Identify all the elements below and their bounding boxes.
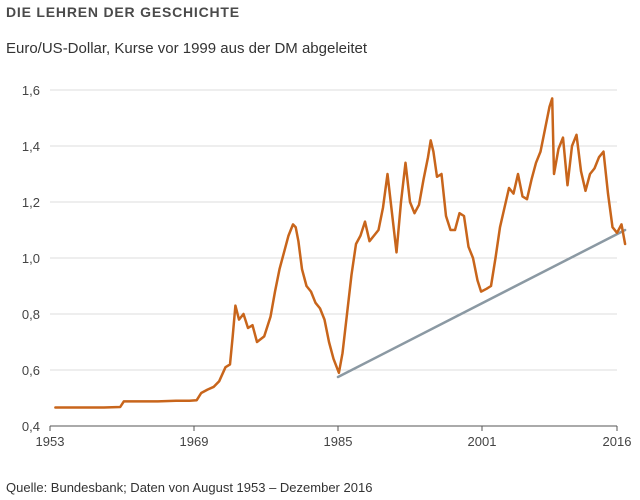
x-tick-label: 1985 [324, 434, 353, 449]
y-axis-ticks: 0,4 0,6 0,8 1,0 1,2 1,4 1,6 [22, 83, 40, 434]
y-tick-label: 1,6 [22, 83, 40, 98]
line-chart: 0,4 0,6 0,8 1,0 1,2 1,4 1,6 1953 1969 1985 2001 20… [22, 83, 632, 449]
y-tick-label: 1,0 [22, 251, 40, 266]
chart-title: DIE LEHREN DER GESCHICHTE [6, 4, 240, 20]
y-tick-label: 0,4 [22, 419, 40, 434]
x-tick-label: 2001 [468, 434, 497, 449]
y-tick-label: 1,2 [22, 195, 40, 210]
trend-line [336, 228, 627, 379]
chart-subtitle: Euro/US-Dollar, Kurse vor 1999 aus der D… [6, 40, 368, 57]
x-tick-label: 1953 [36, 434, 65, 449]
x-tick-label: 2016 [603, 434, 632, 449]
series-line-eur-usd [54, 97, 627, 409]
series-layer [54, 97, 627, 409]
y-tick-label: 0,8 [22, 307, 40, 322]
source-note: Quelle: Bundesbank; Daten von August 195… [6, 480, 373, 495]
y-tick-label: 0,6 [22, 363, 40, 378]
y-tick-label: 1,4 [22, 139, 40, 154]
grid-lines [50, 89, 617, 427]
x-axis-ticks: 1953 1969 1985 2001 2016 [36, 426, 632, 449]
x-tick-label: 1969 [180, 434, 209, 449]
